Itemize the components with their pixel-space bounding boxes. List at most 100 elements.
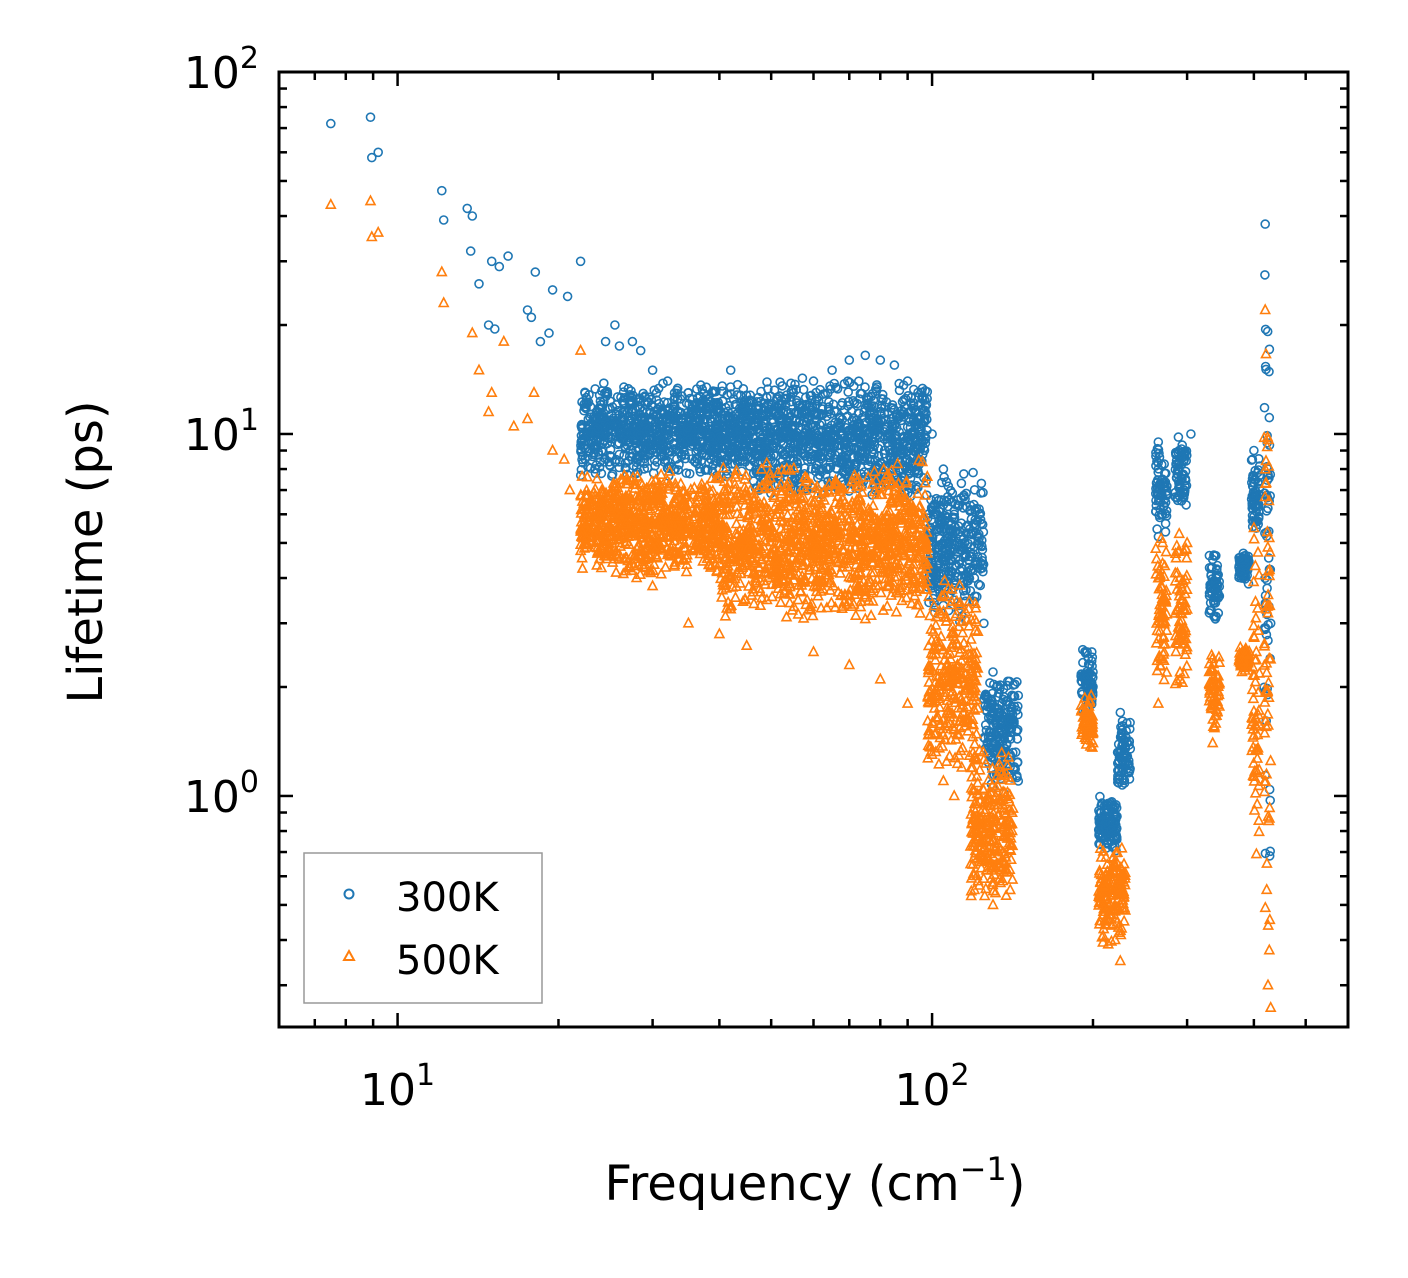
point-500K-557 — [680, 565, 693, 577]
point-300K-552 — [633, 467, 643, 478]
point-300K-3288 — [547, 285, 558, 295]
point-500K-650 — [695, 541, 707, 553]
point-300K-230 — [732, 390, 742, 400]
point-300K-976 — [602, 389, 613, 400]
point-300K-2805 — [1103, 798, 1113, 809]
point-300K-2416 — [934, 506, 944, 516]
point-300K-701 — [669, 388, 680, 398]
point-300K-1004 — [671, 419, 682, 430]
point-500K-739 — [632, 512, 644, 524]
point-300K-3306 — [827, 365, 837, 376]
point-300K-2372 — [948, 513, 959, 524]
point-300K-2076 — [767, 428, 777, 439]
point-500K-749 — [700, 519, 713, 531]
point-300K-1910 — [825, 381, 835, 391]
point-500K-794 — [647, 541, 660, 553]
point-300K-936 — [644, 413, 655, 424]
point-500K-694 — [613, 547, 626, 559]
point-300K-1889 — [843, 400, 853, 411]
point-300K-952 — [603, 433, 614, 444]
point-500K-789 — [687, 512, 700, 524]
point-300K-3305 — [808, 376, 819, 386]
point-500K-1172 — [918, 543, 931, 555]
point-300K-2807 — [1094, 824, 1104, 834]
point-300K-2580 — [995, 680, 1006, 690]
point-300K-1972 — [751, 451, 761, 461]
point-300K-686 — [669, 394, 679, 405]
point-500K-520 — [576, 469, 588, 481]
point-300K-3302 — [741, 414, 752, 424]
point-300K-556 — [649, 455, 660, 465]
point-300K-1009 — [660, 424, 671, 435]
point-500K-1177 — [870, 473, 882, 485]
point-300K-3068 — [1208, 595, 1219, 606]
point-300K-1932 — [829, 406, 840, 416]
point-300K-2028 — [782, 418, 793, 428]
point-300K-2694 — [1082, 682, 1093, 693]
point-300K-2962 — [1173, 432, 1184, 442]
point-500K-826 — [612, 491, 625, 503]
point-300K-2621 — [985, 727, 996, 737]
point-500K-1269 — [845, 482, 858, 494]
point-500K-776 — [600, 544, 613, 556]
point-300K-2022 — [907, 427, 917, 437]
point-300K-2690 — [1080, 648, 1091, 658]
point-300K-1738 — [859, 455, 870, 466]
point-300K-754 — [696, 455, 707, 466]
point-500K-811 — [651, 490, 664, 502]
point-300K-2077 — [919, 445, 930, 456]
point-500K-502 — [655, 531, 668, 543]
point-300K-2880 — [1116, 744, 1127, 755]
point-300K-2418 — [972, 530, 983, 541]
point-300K-3081 — [1206, 563, 1217, 574]
point-300K-3278 — [474, 278, 484, 289]
point-300K-1540 — [887, 400, 898, 410]
point-300K-3307 — [844, 355, 855, 365]
point-300K-3198 — [1249, 511, 1259, 522]
point-300K-2877 — [1122, 718, 1132, 728]
point-500K-495 — [642, 552, 654, 564]
point-300K-924 — [619, 382, 629, 392]
point-300K-3304 — [788, 387, 799, 398]
point-300K-1956 — [840, 454, 851, 464]
point-300K-1344 — [870, 383, 881, 394]
point-300K-2622 — [980, 700, 991, 711]
point-300K-1750 — [897, 396, 908, 407]
point-500K-830 — [641, 483, 653, 495]
point-300K-933 — [735, 421, 745, 432]
point-300K-3011 — [1178, 492, 1189, 503]
point-300K-1921 — [916, 387, 927, 398]
point-300K-2410 — [933, 524, 944, 535]
point-300K-900 — [725, 382, 736, 392]
point-300K-3208 — [1252, 499, 1263, 509]
point-300K-993 — [634, 408, 645, 419]
point-500K-828 — [593, 552, 606, 564]
point-300K-2360 — [974, 539, 984, 550]
point-300K-1012 — [591, 425, 602, 436]
point-300K-978 — [664, 461, 675, 472]
point-300K-3300 — [702, 394, 713, 404]
point-500K-658 — [661, 548, 674, 560]
point-300K-979 — [602, 438, 613, 449]
point-500K-1349 — [921, 469, 934, 481]
point-300K-2059 — [801, 399, 812, 410]
point-300K-963 — [726, 418, 736, 429]
point-500K-1312 — [815, 601, 827, 613]
point-300K-1005 — [689, 434, 700, 445]
point-300K-3316 — [959, 538, 970, 548]
point-300K-2396 — [931, 567, 941, 577]
point-500K-370 — [677, 553, 690, 565]
point-500K-804 — [655, 517, 668, 529]
point-300K-951 — [697, 426, 708, 437]
point-500K-819 — [608, 552, 620, 564]
point-300K-1727 — [791, 415, 802, 425]
point-300K-3303 — [766, 400, 777, 411]
point-500K-748 — [643, 493, 656, 505]
point-300K-2081 — [973, 579, 984, 590]
point-300K-2067 — [870, 426, 881, 437]
point-300K-3270 — [365, 112, 376, 122]
point-300K-790 — [696, 398, 707, 409]
point-300K-3309 — [875, 355, 886, 365]
point-300K-3273 — [436, 185, 447, 196]
point-500K-821 — [587, 520, 600, 532]
